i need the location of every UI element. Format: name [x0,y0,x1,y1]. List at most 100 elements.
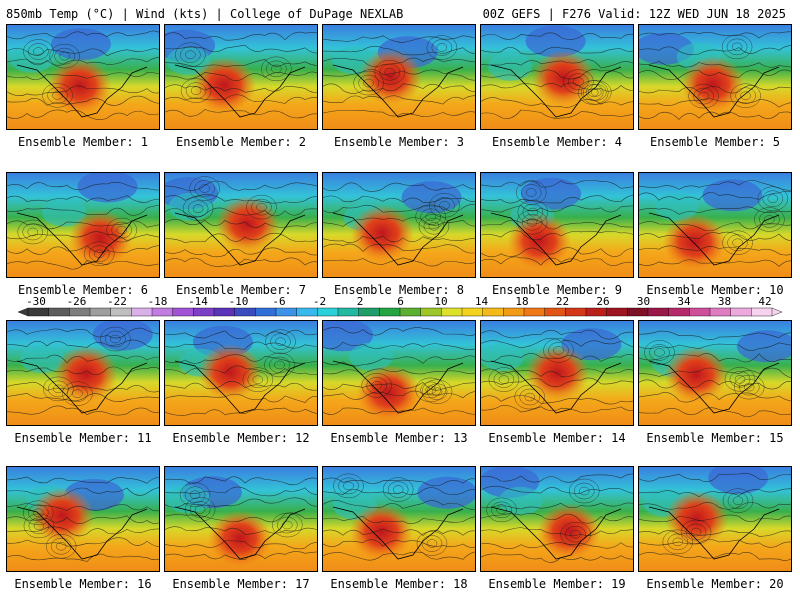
colorbar-tick-label: -10 [228,295,249,308]
colorbar-swatch [461,307,484,317]
temperature-map [639,173,791,277]
colorbar-swatch [110,307,132,317]
temperature-map [7,467,159,571]
ensemble-member-label: Ensemble Member: 16 [14,577,152,591]
colorbar-swatch [48,307,70,317]
colorbar-swatch [89,307,112,317]
ensemble-member-label: Ensemble Member: 19 [488,577,626,591]
colorbar-tick-label: 34 [677,295,691,308]
ensemble-member-label: Ensemble Member: 9 [491,283,623,297]
ensemble-member-label: Ensemble Member: 3 [333,135,465,149]
colorbar-left-arrow [17,307,29,317]
ensemble-map-panel [6,24,160,130]
temperature-map [639,25,791,129]
colorbar-swatch [131,307,153,317]
ensemble-member-label: Ensemble Member: 4 [491,135,623,149]
ensemble-map-panel [638,466,792,572]
colorbar-tick-label: -22 [107,295,127,308]
colorbar-swatch [523,307,546,317]
ensemble-member-label: Ensemble Member: 2 [175,135,307,149]
ensemble-map-panel [480,172,634,278]
colorbar-swatch [647,307,670,317]
colorbar-swatch [193,307,215,317]
colorbar-tick-label: 26 [596,295,610,308]
colorbar-swatch [379,307,401,317]
temperature-map [7,173,159,277]
colorbar-swatch [172,307,194,317]
colorbar-right-arrow [771,307,783,317]
colorbar-swatch [689,307,711,317]
colorbar-swatch [213,307,236,317]
ensemble-member-label: Ensemble Member: 1 [17,135,149,149]
colorbar-swatch [358,307,380,317]
colorbar-swatch [751,307,773,317]
temperature-map [7,321,159,425]
colorbar-swatch [627,307,649,317]
ensemble-map-panel [164,466,318,572]
ensemble-map-panel [322,466,476,572]
ensemble-member-label: Ensemble Member: 8 [333,283,465,297]
ensemble-member-label: Ensemble Member: 12 [172,431,310,445]
temperature-map [165,321,317,425]
ensemble-member-label: Ensemble Member: 20 [646,577,784,591]
colorbar-swatch [668,307,690,317]
ensemble-member-label: Ensemble Member: 17 [172,577,310,591]
colorbar-swatch [709,307,732,317]
temperature-map [165,173,317,277]
colorbar-swatch [441,307,463,317]
colorbar-tick-label: -2 [312,295,327,308]
colorbar-swatch [544,307,566,317]
ensemble-map-panel [638,320,792,426]
ensemble-member-label: Ensemble Member: 11 [14,431,152,445]
colorbar-swatch [337,307,360,317]
ensemble-map-panel [322,172,476,278]
colorbar-swatch [234,307,256,317]
colorbar-swatch [565,307,587,317]
colorbar-tick-label: -6 [272,295,286,308]
colorbar-tick-label: 6 [397,295,404,308]
ensemble-map-panel [164,320,318,426]
run-valid-time: 00Z GEFS | F276 Valid: 12Z WED JUN 18 20… [482,7,786,21]
colorbar-swatch [275,307,298,317]
ensemble-member-label: Ensemble Member: 5 [649,135,781,149]
temperature-map [323,173,475,277]
ensemble-map-panel [6,172,160,278]
temperature-map [481,173,633,277]
temperature-map [481,321,633,425]
temperature-map [323,25,475,129]
colorbar-tick-label: -14 [188,295,208,308]
colorbar-tick-label: 10 [434,295,448,308]
temperature-colorbar: -30 -26 -22 -18 -14 -10 -6 -2 2 6 10 14 18 22 26 30 34 38… [0,296,800,320]
colorbar-swatch [585,307,608,317]
temperature-map [7,25,159,129]
colorbar-swatch [27,307,50,317]
colorbar-tick-label: 42 [758,295,772,308]
chart-title: 850mb Temp (°C) | Wind (kts) | College o… [6,7,404,21]
ensemble-map-panel [480,320,634,426]
colorbar-swatch [503,307,525,317]
colorbar-swatch [606,307,628,317]
temperature-map [481,467,633,571]
ensemble-member-label: Ensemble Member: 13 [330,431,468,445]
ensemble-map-panel [638,24,792,130]
colorbar-swatches [17,307,783,317]
ensemble-member-label: Ensemble Member: 6 [17,283,149,297]
colorbar-swatch [69,307,91,317]
ensemble-member-label: Ensemble Member: 7 [175,283,307,297]
temperature-map [323,321,475,425]
colorbar-tick-label: -30 [26,295,46,308]
ensemble-map-panel [322,24,476,130]
colorbar-tick-label: 14 [474,295,489,308]
colorbar-tick-label: 38 [717,295,732,308]
colorbar-swatch [317,307,339,317]
temperature-map [323,467,475,571]
ensemble-map-panel [6,466,160,572]
ensemble-map-panel [6,320,160,426]
colorbar-swatch [255,307,277,317]
colorbar-tick-label: 30 [636,295,651,308]
temperature-map [639,467,791,571]
colorbar-swatch [399,307,422,317]
ensemble-member-label: Ensemble Member: 15 [646,431,784,445]
ensemble-map-panel [164,24,318,130]
temperature-map [481,25,633,129]
